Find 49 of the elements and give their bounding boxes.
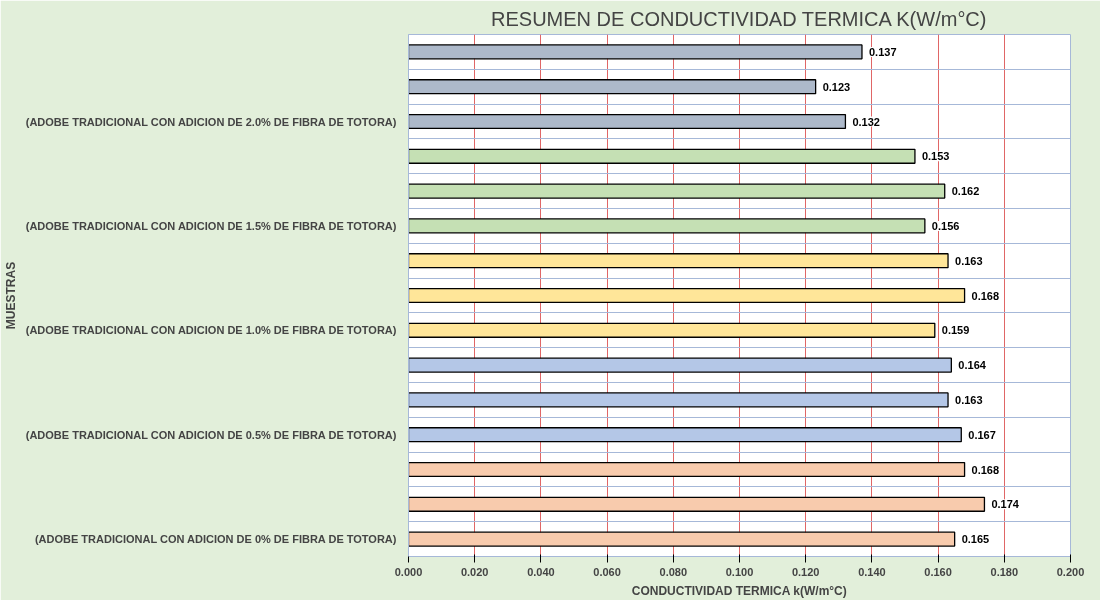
data-label: 0.165 [961,533,990,546]
bar [408,427,962,443]
x-tick-label: 0.180 [990,565,1019,578]
bar [408,461,966,478]
x-tick-label: 0.140 [858,565,886,578]
data-label: 0.164 [958,359,987,372]
bar [408,148,916,164]
data-label: 0.168 [971,463,1000,476]
data-label: 0.168 [971,289,1000,302]
y-tick-label: (ADOBE TRADICIONAL CON ADICION DE 1.0% DE FIBRA DE TOTORA) [25,324,397,337]
bar [408,496,986,512]
bar [408,531,956,547]
x-tick-label: 0.040 [527,565,555,578]
data-label: 0.159 [941,324,970,337]
data-label: 0.163 [955,393,983,406]
x-tick-label: 0.020 [460,565,489,578]
y-tick-label: (ADOBE TRADICIONAL CON ADICION DE 2.0% DE FIBRA DE TOTORA) [25,115,397,128]
bar [408,44,863,60]
y-tick-label: (ADOBE TRADICIONAL CON ADICION DE 1.5% DE FIBRA DE TOTORA) [25,219,397,232]
y-tick-label: (ADOBE TRADICIONAL CON ADICION DE 0.5% DE FIBRA DE TOTORA) [25,428,397,441]
x-tick-label: 0.160 [924,565,952,578]
data-label: 0.174 [991,498,1020,511]
bar [408,392,949,408]
bar [408,113,847,130]
bar [408,253,949,269]
bar [408,357,952,373]
bar [408,79,817,95]
data-label: 0.162 [951,185,980,198]
data-label: 0.153 [921,150,950,163]
y-tick-label: (ADOBE TRADICIONAL CON ADICION DE 0% DE FIBRA DE TOTORA) [34,533,397,546]
data-label: 0.137 [868,45,897,58]
chart-title: RESUMEN DE CONDUCTIVIDAD TERMICA K(W/m°C) [491,7,987,30]
data-label: 0.163 [955,254,983,267]
x-tick-label: 0.080 [659,565,688,578]
x-tick-label: 0.000 [394,565,423,578]
y-axis-title: MUESTRAS [3,261,18,330]
bar [408,322,936,338]
data-label: 0.123 [822,80,851,93]
x-tick-label: 0.060 [593,565,621,578]
data-label: 0.167 [968,428,996,441]
x-tick-label: 0.100 [725,565,754,578]
x-tick-label: 0.200 [1056,565,1085,578]
bar [408,183,946,199]
x-axis-title: CONDUCTIVIDAD TERMICA k(W/m°C) [631,583,847,598]
data-label: 0.132 [852,115,880,128]
x-tick-label: 0.120 [791,565,820,578]
data-label: 0.156 [931,219,960,232]
bar [408,287,966,304]
bar [408,218,926,234]
